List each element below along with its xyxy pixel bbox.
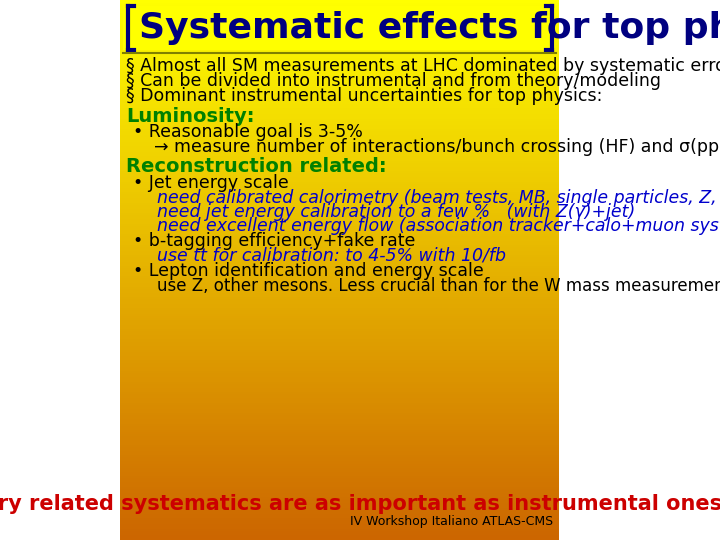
Text: Systematic effects for top physics: Systematic effects for top physics	[139, 11, 720, 45]
Text: • Reasonable goal is 3-5%: • Reasonable goal is 3-5%	[132, 123, 362, 141]
Text: need calibrated calorimetry (beam tests, MB, single particles, Z, W…): need calibrated calorimetry (beam tests,…	[157, 189, 720, 207]
Text: Reconstruction related:: Reconstruction related:	[127, 158, 387, 177]
Text: use Z, other mesons. Less crucial than for the W mass measurement: use Z, other mesons. Less crucial than f…	[157, 277, 720, 295]
Text: • Jet energy scale: • Jet energy scale	[132, 174, 288, 192]
Text: use tt for calibration: to 4-5% with 10/fb: use tt for calibration: to 4-5% with 10/…	[157, 247, 506, 265]
Text: Luminosity:: Luminosity:	[127, 106, 255, 125]
Text: § Dominant instrumental uncertainties for top physics:: § Dominant instrumental uncertainties fo…	[127, 87, 603, 105]
Text: need excellent energy flow (association tracker+calo+muon system): need excellent energy flow (association …	[157, 217, 720, 235]
Text: § Almost all SM measurements at LHC dominated by systematic errors.: § Almost all SM measurements at LHC domi…	[127, 57, 720, 75]
Text: → measure number of interactions/bunch crossing (HF) and σ(pp) (TOTEM): → measure number of interactions/bunch c…	[154, 138, 720, 156]
Text: need jet energy calibration to a few %   (with Z(γ)+jet): need jet energy calibration to a few % (…	[157, 203, 635, 221]
Text: IV Workshop Italiano ATLAS-CMS: IV Workshop Italiano ATLAS-CMS	[350, 516, 553, 529]
FancyBboxPatch shape	[123, 6, 555, 50]
Text: Theory related systematics are as important as instrumental ones !: Theory related systematics are as import…	[0, 494, 720, 514]
Text: • Lepton identification and energy scale: • Lepton identification and energy scale	[132, 262, 483, 280]
Text: • b-tagging efficiency+fake rate: • b-tagging efficiency+fake rate	[132, 232, 415, 250]
Text: § Can be divided into instrumental and from theory/modeling: § Can be divided into instrumental and f…	[127, 72, 662, 90]
